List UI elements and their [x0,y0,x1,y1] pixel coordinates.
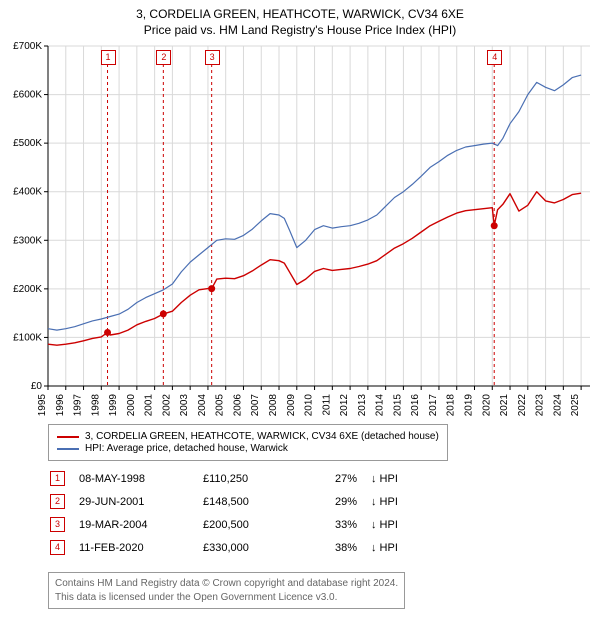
legend-row: HPI: Average price, detached house, Warw… [57,443,439,454]
sale-pct: 33% [301,514,363,535]
y-tick-label: £0 [31,381,43,392]
x-tick-label: 2015 [392,394,403,417]
x-tick-label: 1996 [55,394,66,417]
x-tick-label: 2007 [250,394,261,417]
x-tick-label: 2025 [570,394,581,417]
sale-row: 4 11-FEB-2020£330,00038%↓ HPI [44,537,404,558]
sale-dot [208,285,215,292]
x-tick-label: 2023 [535,394,546,417]
footer-line-2: This data is licensed under the Open Gov… [55,591,398,605]
sale-arrow: ↓ HPI [365,468,404,489]
sale-date: 11-FEB-2020 [73,537,195,558]
x-tick-label: 1999 [108,394,119,417]
x-tick-label: 2010 [304,394,315,417]
x-tick-label: 2002 [161,394,172,417]
x-tick-label: 1995 [37,394,48,417]
sale-date: 29-JUN-2001 [73,491,195,512]
legend-row: 3, CORDELIA GREEN, HEATHCOTE, WARWICK, C… [57,431,439,442]
sale-flag: 2 [50,494,65,509]
x-tick-label: 2011 [321,394,332,416]
x-tick-label: 2000 [126,394,137,417]
sale-arrow: ↓ HPI [365,514,404,535]
y-tick-label: £400K [13,187,42,198]
sale-date: 19-MAR-2004 [73,514,195,535]
x-tick-label: 2006 [232,394,243,417]
y-tick-label: £300K [13,235,42,246]
sale-dot [160,310,167,317]
y-tick-label: £200K [13,284,42,295]
footer-line-1: Contains HM Land Registry data © Crown c… [55,577,398,591]
marker-flag-2: 2 [156,50,171,65]
sale-flag: 1 [50,471,65,486]
sale-pct: 38% [301,537,363,558]
y-tick-label: £700K [13,41,42,52]
x-tick-label: 2016 [410,394,421,417]
sale-pct: 27% [301,468,363,489]
x-tick-label: 2014 [375,394,386,417]
sale-arrow: ↓ HPI [365,491,404,512]
sale-flag: 4 [50,540,65,555]
sale-price: £330,000 [197,537,299,558]
sale-price: £148,500 [197,491,299,512]
sale-arrow: ↓ HPI [365,537,404,558]
sale-price: £200,500 [197,514,299,535]
sale-flag: 3 [50,517,65,532]
sales-table: 108-MAY-1998£110,25027%↓ HPI229-JUN-2001… [42,466,406,560]
sale-date: 08-MAY-1998 [73,468,195,489]
x-tick-label: 1997 [73,394,84,417]
marker-flag-4: 4 [487,50,502,65]
y-tick-label: £600K [13,90,42,101]
sale-row: 3 19-MAR-2004£200,50033%↓ HPI [44,514,404,535]
y-tick-label: £500K [13,138,42,149]
sale-dot [491,222,498,229]
sale-dot [104,329,111,336]
x-tick-label: 2022 [517,394,528,417]
legend-swatch [57,436,79,438]
x-tick-label: 2003 [179,394,190,417]
legend-swatch [57,448,79,450]
y-tick-label: £100K [13,332,42,343]
marker-flag-1: 1 [101,50,116,65]
x-tick-label: 2012 [339,394,350,417]
x-tick-label: 2001 [144,394,155,417]
x-tick-label: 2004 [197,394,208,417]
price-chart: £0 £100K £200K £300K £400K £500K £600K £700K 199… [0,0,600,420]
sale-price: £110,250 [197,468,299,489]
x-tick-label: 2021 [499,394,510,417]
x-tick-label: 1998 [90,394,101,417]
x-tick-label: 2018 [446,394,457,417]
sale-row: 1 08-MAY-1998£110,25027%↓ HPI [44,468,404,489]
x-tick-label: 2013 [357,394,368,417]
sale-pct: 29% [301,491,363,512]
x-tick-label: 2019 [463,394,474,417]
x-tick-label: 2017 [428,394,439,417]
x-tick-label: 2009 [286,394,297,417]
marker-flag-3: 3 [205,50,220,65]
x-tick-label: 2020 [481,394,492,417]
attribution-footer: Contains HM Land Registry data © Crown c… [48,572,405,609]
x-tick-label: 2005 [215,394,226,417]
legend: 3, CORDELIA GREEN, HEATHCOTE, WARWICK, C… [48,424,448,461]
x-tick-label: 2024 [552,394,563,417]
legend-label: HPI: Average price, detached house, Warw… [85,443,288,454]
x-tick-label: 2008 [268,394,279,417]
sale-row: 2 29-JUN-2001£148,50029%↓ HPI [44,491,404,512]
legend-label: 3, CORDELIA GREEN, HEATHCOTE, WARWICK, C… [85,431,439,442]
